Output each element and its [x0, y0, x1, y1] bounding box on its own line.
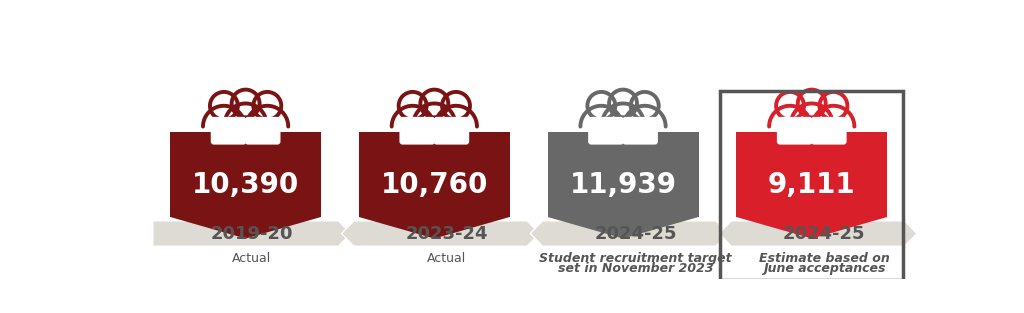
Bar [170, 132, 322, 217]
Polygon shape [736, 217, 887, 239]
Polygon shape [153, 221, 351, 246]
Polygon shape [719, 221, 916, 246]
Text: Actual: Actual [427, 252, 466, 265]
Bar [358, 132, 510, 217]
Text: Actual: Actual [232, 252, 271, 265]
Text: 10,390: 10,390 [191, 171, 299, 199]
Text: 11,939: 11,939 [569, 171, 677, 199]
FancyBboxPatch shape [623, 117, 657, 145]
Text: set in November 2023: set in November 2023 [558, 262, 714, 275]
Bar [736, 132, 887, 217]
FancyBboxPatch shape [811, 117, 847, 145]
Text: 2024-25: 2024-25 [594, 224, 677, 243]
FancyBboxPatch shape [245, 117, 281, 145]
FancyBboxPatch shape [399, 117, 435, 145]
Polygon shape [170, 217, 322, 239]
FancyBboxPatch shape [588, 117, 624, 145]
Polygon shape [342, 221, 540, 246]
FancyBboxPatch shape [211, 117, 247, 145]
Bar [548, 132, 698, 217]
Polygon shape [548, 217, 698, 239]
Polygon shape [530, 221, 728, 246]
Text: 2019-20: 2019-20 [211, 224, 293, 243]
FancyBboxPatch shape [433, 117, 469, 145]
Text: Student recruitment target: Student recruitment target [539, 252, 732, 265]
Text: June acceptances: June acceptances [763, 262, 886, 275]
Polygon shape [358, 217, 510, 239]
Text: Estimate based on: Estimate based on [759, 252, 890, 265]
Text: 9,111: 9,111 [768, 171, 856, 199]
FancyBboxPatch shape [777, 117, 812, 145]
Text: 2024-25: 2024-25 [783, 224, 865, 243]
Text: 2023-24: 2023-24 [406, 224, 488, 243]
Text: 10,760: 10,760 [381, 171, 488, 199]
